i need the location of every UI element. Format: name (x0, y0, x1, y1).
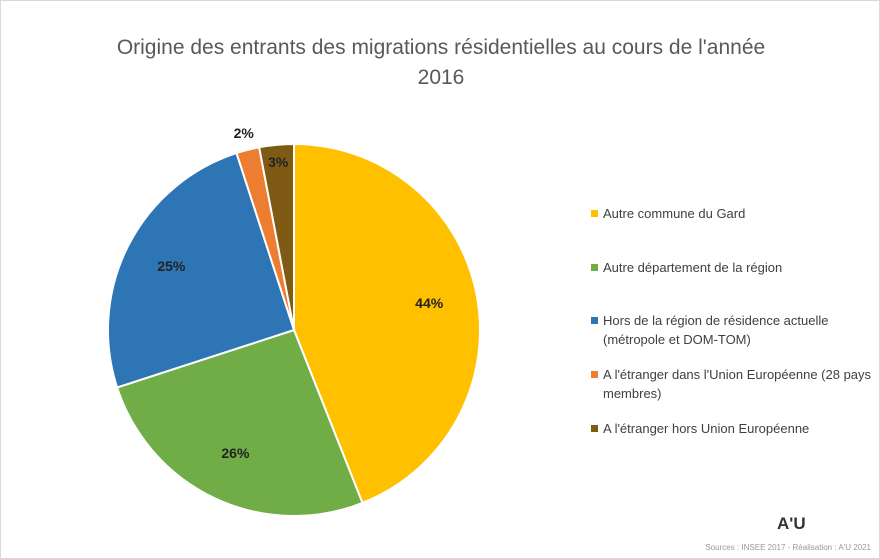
data-label: 26% (221, 445, 250, 461)
source: Sources : INSEE 2017 - Réalisation : A'U… (705, 543, 871, 552)
legend-label: Autre département de la région (603, 260, 783, 275)
data-label: 3% (268, 154, 289, 170)
data-label: 44% (415, 295, 444, 311)
legend-swatch (591, 425, 598, 432)
pie-slice (257, 142, 295, 331)
legend-entry: Autre département de la région (591, 258, 879, 277)
data-label: 25% (157, 258, 186, 274)
legend-entry: A l'étranger dans l'Union Européenne (28… (591, 365, 879, 403)
legend-swatch (591, 264, 598, 271)
data-label: 2% (234, 125, 255, 141)
legend-swatch (591, 371, 598, 378)
logo: A'U (777, 514, 806, 533)
legend-swatch (591, 210, 598, 217)
pie-slice (293, 142, 481, 505)
legend-entry: A l'étranger hors Union Européenne (591, 419, 879, 438)
legend-entry: Autre commune du Gard (591, 204, 879, 223)
legend-swatch (591, 317, 598, 324)
legend-label: A l'étranger hors Union Européenne (603, 421, 810, 436)
legend-entry: Hors de la région de résidence actuelle … (591, 311, 879, 349)
chart-title: Origine des entrants des migrations rési… (116, 36, 766, 89)
legend-label: A l'étranger dans l'Union Européenne (28… (603, 367, 872, 401)
pie-slice (107, 151, 296, 389)
legend-label: Autre commune du Gard (603, 206, 746, 221)
pie-slice (115, 328, 364, 517)
legend-label: Hors de la région de résidence actuelle … (603, 313, 829, 347)
